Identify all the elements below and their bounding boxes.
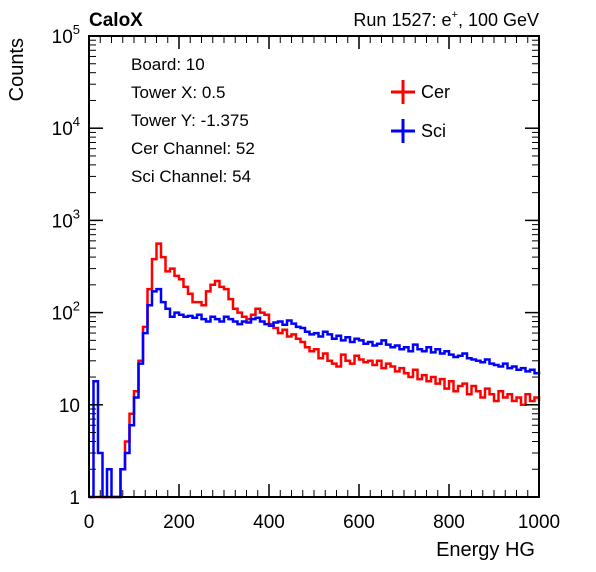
y-tick-label-exponent: 5 (73, 22, 80, 37)
info-cer-channel: Cer Channel: 52 (131, 139, 255, 158)
legend-marker-cer (391, 80, 415, 104)
y-tick-label: 105 (52, 22, 80, 48)
y-tick-label-base: 10 (52, 119, 73, 140)
x-tick-label: 600 (343, 512, 375, 533)
y-tick-label-exponent: 2 (73, 299, 80, 314)
plot-frame (88, 35, 540, 498)
x-tick-label: 400 (253, 512, 285, 533)
y-tick-label: 102 (52, 299, 80, 325)
y-tick-label-base: 10 (52, 211, 73, 232)
y-tick-label: 104 (52, 114, 80, 140)
legend-label-cer: Cer (421, 82, 450, 102)
info-board: Board: 10 (131, 55, 205, 74)
legend: Cer Sci (391, 80, 450, 143)
y-axis-label: Counts (6, 38, 28, 101)
y-tick-label: 103 (52, 206, 80, 232)
series-layer (89, 242, 541, 499)
x-axis-label: Energy HG (436, 539, 535, 561)
info-sci-channel: Sci Channel: 54 (131, 167, 251, 186)
y-tick-label-base: 10 (59, 396, 80, 417)
chart-title-right-prefix: Run 1527: e (353, 10, 451, 30)
series-sci (89, 287, 541, 499)
legend-label-sci: Sci (421, 121, 446, 141)
y-tick-label: 10 (59, 396, 80, 417)
chart-title-right: Run 1527: e+, 100 GeV (353, 9, 539, 30)
y-tick-label-base: 10 (52, 27, 73, 48)
chart-title-left: CaloX (89, 10, 143, 31)
y-tick-label-base: 1 (69, 488, 80, 509)
y-tick-label: 1 (69, 488, 80, 509)
y-tick-label-base: 10 (52, 304, 73, 325)
x-tick-label: 0 (84, 512, 95, 533)
y-tick-label-exponent: 4 (73, 114, 80, 129)
x-tick-label: 800 (433, 512, 465, 533)
y-tick-label-exponent: 3 (73, 206, 80, 221)
x-tick-label: 200 (163, 512, 195, 533)
legend-marker-sci (391, 119, 415, 143)
chart-title-right-suffix: , 100 GeV (458, 10, 539, 30)
info-box: Board: 10 Tower X: 0.5 Tower Y: -1.375 C… (131, 55, 255, 186)
series-cer (89, 242, 541, 499)
info-tower-y: Tower Y: -1.375 (131, 111, 249, 130)
x-tick-label: 1000 (518, 512, 560, 533)
info-tower-x: Tower X: 0.5 (131, 83, 226, 102)
chart-title-right-sup: + (452, 9, 458, 21)
